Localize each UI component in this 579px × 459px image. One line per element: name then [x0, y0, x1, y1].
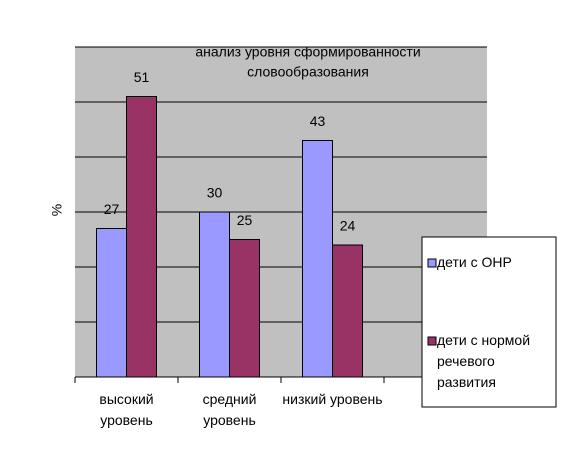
- bar: [229, 239, 260, 378]
- data-label: 30: [207, 185, 223, 201]
- x-tick-label: средний уровень: [202, 391, 257, 428]
- data-label: 51: [134, 69, 150, 85]
- chart-title: анализ уровня сформированности: [195, 44, 420, 60]
- legend-label: дети с нормой речевого развития: [437, 332, 531, 390]
- legend-box: [421, 236, 557, 408]
- bar: [332, 244, 363, 378]
- legend-swatch: [427, 336, 437, 346]
- chart-title: словообразования: [247, 64, 369, 80]
- legend-swatch: [427, 258, 437, 268]
- bar: [302, 140, 333, 378]
- data-label: 27: [104, 201, 120, 217]
- y-axis-title: %: [49, 204, 65, 216]
- data-label: 24: [340, 218, 356, 234]
- x-tick-label: высокий уровень: [99, 391, 154, 428]
- bar: [96, 228, 127, 378]
- data-label: 25: [237, 212, 253, 228]
- bar: [126, 96, 157, 378]
- bar: [199, 211, 230, 378]
- data-label: 43: [310, 113, 326, 129]
- x-tick-label: низкий уровень: [282, 391, 383, 407]
- legend-label: дети с ОНР: [437, 254, 512, 270]
